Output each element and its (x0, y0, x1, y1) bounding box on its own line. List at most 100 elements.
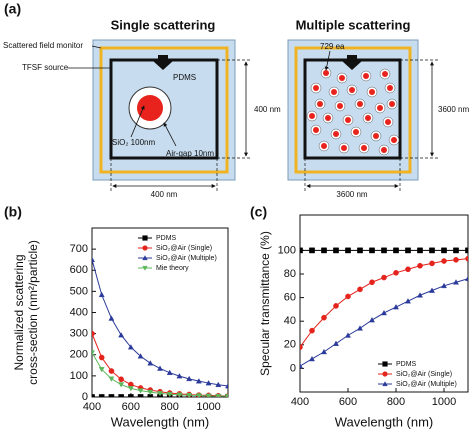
y-tick-label: 20 (284, 339, 296, 351)
marker (157, 391, 163, 397)
y-tick-label: 100 (278, 244, 296, 256)
marker (321, 348, 327, 355)
y-tick-label: 60 (284, 292, 296, 304)
particle-core (333, 131, 339, 137)
particle-core (357, 101, 363, 107)
marker (357, 325, 363, 331)
panel-label: (a) (4, 1, 21, 17)
dimension-guides (110, 59, 252, 192)
marker (108, 394, 115, 397)
particle-core (341, 145, 347, 151)
marker (98, 354, 105, 361)
marker (381, 247, 387, 254)
marker (441, 247, 447, 254)
y-tick-label: 700 (70, 243, 88, 255)
particle-core (323, 70, 329, 76)
marker (186, 393, 193, 397)
marker (98, 291, 105, 298)
marker (453, 247, 459, 254)
legend-marker (142, 255, 148, 261)
marker (321, 314, 327, 321)
legend-marker (382, 381, 388, 387)
field-monitor (294, 46, 412, 174)
legend-label: Mie theory (156, 265, 189, 272)
marker (205, 380, 212, 386)
marker (369, 279, 375, 286)
legend-marker (382, 361, 388, 367)
y-tick-label: 80 (284, 268, 296, 280)
particle-core (313, 127, 319, 133)
x-tick-label: 800 (161, 401, 179, 413)
legend-label: SiO₂@Air (Multiple) (396, 381, 457, 388)
marker (357, 247, 363, 254)
marker (118, 394, 124, 397)
legend-marker (382, 371, 388, 377)
legend-label: SiO₂@Air (Single) (156, 245, 212, 252)
particle-core (321, 143, 327, 149)
particle-core (313, 85, 319, 91)
marker (417, 247, 423, 254)
particle-core (345, 117, 351, 123)
height-label: 400 nm (254, 105, 281, 114)
legend-marker (142, 245, 148, 251)
marker (465, 247, 468, 254)
marker (429, 260, 435, 267)
marker (405, 298, 411, 304)
monitor-label: Scattered field monitor (3, 41, 83, 50)
marker (176, 392, 183, 397)
count-label: 729 ea (320, 42, 345, 51)
field-monitor (99, 46, 229, 174)
marker (465, 255, 468, 262)
legend-marker (142, 235, 148, 241)
width-label: 400 nm (151, 190, 178, 199)
source-arrow (342, 55, 362, 70)
particle-core (353, 129, 359, 135)
marker (345, 247, 351, 254)
legend-label: SiO₂@Air (Single) (396, 371, 452, 378)
marker (147, 389, 154, 396)
pointer (163, 122, 177, 147)
legend-label: PDMS (396, 361, 417, 368)
marker (309, 355, 315, 362)
panel-label: (b) (4, 204, 22, 220)
source-arrow (153, 55, 173, 70)
marker (195, 393, 202, 397)
y-tick-label: 0 (82, 391, 88, 403)
particle-core (361, 145, 367, 151)
particle-core (337, 103, 343, 109)
marker (127, 386, 134, 392)
gap-label: Air-gap 10nm (166, 149, 214, 158)
marker (393, 270, 399, 276)
x-tick-label: 400 (291, 396, 309, 408)
y-tick-label: 600 (70, 264, 88, 276)
x-axis-label: Wavelength (nm) (111, 414, 210, 429)
particle-core (365, 115, 371, 121)
legend-label: PDMS (156, 235, 177, 242)
marker (333, 340, 339, 346)
diagram-title: Multiple scattering (296, 17, 411, 32)
marker (215, 393, 222, 397)
marker (118, 382, 125, 388)
marker (393, 247, 399, 254)
marker (195, 378, 202, 384)
marker (118, 376, 124, 383)
marker (309, 247, 315, 254)
x-tick-label: 400 (83, 401, 101, 413)
marker (417, 292, 423, 298)
marker (465, 275, 468, 281)
marker (441, 282, 447, 289)
marker (166, 369, 173, 375)
marker (92, 394, 95, 397)
particle-core (377, 105, 383, 111)
x-tick-label: 600 (122, 401, 140, 413)
marker (128, 394, 134, 397)
particle-core (387, 85, 393, 91)
marker (118, 332, 125, 338)
x-tick-label: 800 (387, 396, 405, 408)
marker (137, 353, 144, 359)
marker (127, 344, 134, 350)
marker (205, 393, 212, 397)
marker (157, 365, 163, 371)
core-label: SiO₂ 100nm (112, 138, 155, 147)
